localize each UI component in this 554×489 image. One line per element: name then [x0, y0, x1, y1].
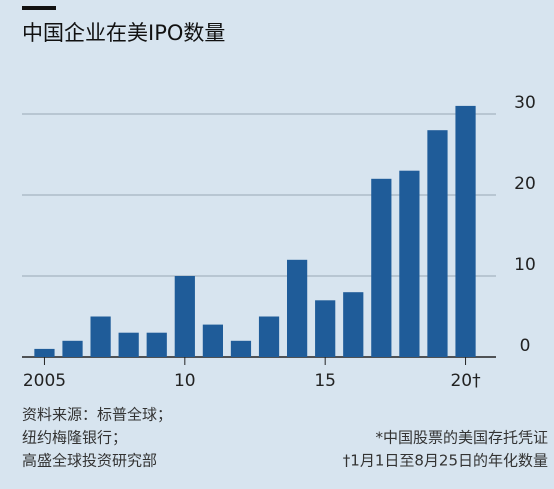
y-tick-label: 0 — [520, 336, 531, 356]
source-note: 纽约梅隆银行； — [22, 429, 127, 447]
bar — [399, 170, 420, 357]
bar — [258, 316, 280, 357]
bar — [230, 340, 252, 357]
y-tick-label: 30 — [514, 93, 536, 113]
bar — [427, 130, 448, 357]
y-tick-label: 20 — [514, 174, 536, 194]
x-tick-label: 15 — [314, 371, 336, 391]
bar — [118, 332, 139, 357]
bar — [62, 340, 83, 357]
x-tick-label: 20† — [450, 371, 481, 391]
y-tick-label: 10 — [514, 255, 536, 275]
bar — [34, 348, 55, 357]
bar — [455, 105, 476, 358]
bar — [174, 276, 195, 357]
x-tick-label: 2005 — [23, 371, 66, 391]
bar — [146, 332, 167, 357]
chart-title: 中国企业在美IPO数量 — [22, 21, 225, 45]
bar — [202, 324, 223, 357]
footnote: †1月1日至8月25日的年化数量 — [343, 452, 548, 470]
bar — [371, 178, 392, 357]
bar — [287, 259, 308, 357]
footnote: *中国股票的美国存托凭证 — [375, 429, 548, 447]
bar — [90, 316, 111, 357]
title-rule — [22, 6, 56, 10]
source-note: 资料来源：标普全球； — [22, 406, 172, 424]
x-tick-label: 10 — [174, 371, 196, 391]
bar — [315, 300, 336, 357]
source-note: 高盛全球投资研究部 — [22, 452, 157, 470]
bar — [343, 292, 364, 357]
